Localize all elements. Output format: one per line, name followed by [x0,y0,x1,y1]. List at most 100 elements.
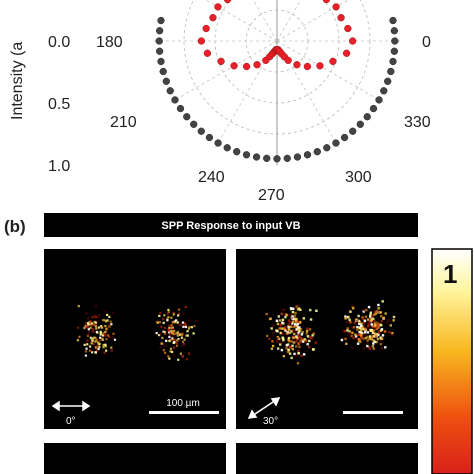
title-banner [44,213,418,237]
speckle-speckle-2-267 [359,330,363,334]
speckle-speckle-1-15 [86,339,89,342]
speckle-speckle-2-367 [366,335,369,339]
speckle-speckle-2-371 [391,333,394,337]
speckle-speckle-1-2 [100,325,103,328]
speckle-speckle-2-210 [370,338,373,341]
point-outer-1 [155,27,164,35]
speckle-speckle-2-264 [353,321,356,325]
point-outer-16 [233,148,241,156]
speckle-speckle-1-61 [99,330,102,333]
speckle-speckle-1-70 [95,327,98,330]
speckle-speckle-1-168 [171,350,174,354]
point-outer-25 [323,144,331,152]
point-outer-31 [369,104,378,113]
speckle-speckle-2-365 [357,322,361,326]
speckle-speckle-2-398 [361,326,365,329]
speckle-speckle-1-141 [187,352,191,355]
speckle-speckle-2-133 [297,328,300,331]
speckle-speckle-1-145 [172,311,175,315]
speckle-speckle-2-181 [296,308,300,311]
speckle-speckle-2-347 [351,326,354,329]
point-outer-17 [242,151,251,159]
speckle-speckle-2-244 [345,320,348,324]
speckle-speckle-1-174 [158,314,161,317]
speckle-speckle-2-136 [291,329,295,332]
speckle-speckle-2-139 [297,333,300,336]
point-outer-40 [389,16,397,25]
speckle-speckle-1-115 [96,344,99,348]
speckle-speckle-1-227 [186,334,189,337]
speckle-speckle-2-215 [360,322,363,326]
speckle-speckle-2-354 [347,332,350,335]
speckle-speckle-1-19 [106,313,109,317]
speckle-speckle-2-0 [286,350,290,354]
speckle-speckle-1-210 [177,358,180,361]
colorbar-max-label: 1 [443,259,457,289]
speckle-speckle-2-36 [306,335,310,338]
speckle-speckle-2-282 [345,342,348,345]
speckle-speckle-2-130 [302,317,305,320]
speckle-speckle-2-14 [312,332,315,335]
speckle-speckle-1-21 [105,338,108,341]
point-outer-27 [340,133,349,142]
speckle-speckle-2-345 [373,324,377,327]
speckle-speckle-2-163 [285,327,289,330]
speckle-speckle-2-162 [279,331,282,335]
speckle-speckle-2-339 [358,330,361,334]
speckle-speckle-1-25 [107,323,110,326]
speckle-speckle-2-405 [351,346,354,350]
speckle-speckle-2-29 [303,340,306,343]
speckle-speckle-1-112 [90,349,93,352]
point-outer-15 [223,144,231,152]
speckle-speckle-2-175 [293,323,297,326]
speckle-speckle-2-201 [290,316,294,320]
speckle-speckle-2-386 [371,321,375,325]
speckle-speckle-2-70 [291,344,294,347]
speckle-speckle-1-78 [90,342,93,345]
speckle-speckle-2-322 [356,328,359,331]
speckle-speckle-1-110 [85,341,88,344]
speckle-speckle-2-306 [392,319,395,322]
speckle-speckle-1-8 [89,326,92,329]
speckle-speckle-1-83 [102,346,105,349]
speckle-speckle-2-234 [356,342,360,345]
speckle-speckle-2-55 [270,327,273,330]
colorbar: 1 [431,248,473,474]
speckle-speckle-2-144 [290,313,294,317]
speckle-speckle-2-169 [301,331,304,334]
speckle-speckle-2-108 [311,334,314,337]
speckle-speckle-1-54 [92,343,95,346]
speckle-speckle-1-97 [90,322,94,325]
speckle-speckle-1-118 [108,325,111,328]
angle-tick-180: 180 [96,34,123,51]
speckle-speckle-2-13 [282,327,285,330]
speckle-speckle-2-98 [295,305,298,308]
speckle-speckle-2-414 [364,333,368,336]
point-inner-31 [303,62,312,71]
speckle-speckle-1-38 [96,341,100,344]
speckle-speckle-2-413 [368,337,371,340]
speckle-speckle-2-348 [379,336,382,339]
speckle-speckle-1-162 [184,323,187,327]
speckle-speckle-2-49 [283,308,286,312]
speckle-speckle-2-65 [297,349,300,353]
speckle-speckle-2-138 [296,322,300,325]
speckle-speckle-2-114 [297,332,300,335]
speckle-speckle-2-71 [294,354,298,358]
speckle-speckle-2-375 [363,319,367,322]
speckle-speckle-1-4 [106,331,109,334]
speckle-speckle-2-353 [363,331,367,334]
speckle-speckle-2-72 [276,329,279,333]
speckle-speckle-2-419 [380,337,384,340]
speckle-speckle-2-326 [346,327,350,330]
speckle-speckle-2-28 [281,308,284,312]
speckle-speckle-2-104 [295,328,298,331]
speckle-speckle-2-290 [352,307,355,310]
point-outer-35 [387,67,395,76]
speckle-speckle-2-343 [357,319,361,323]
speckle-speckle-2-213 [351,305,354,308]
point-outer-29 [356,120,364,128]
angle-label-1: 0° [66,416,76,427]
speckle-speckle-2-245 [362,347,366,350]
point-inner-12 [203,49,212,57]
